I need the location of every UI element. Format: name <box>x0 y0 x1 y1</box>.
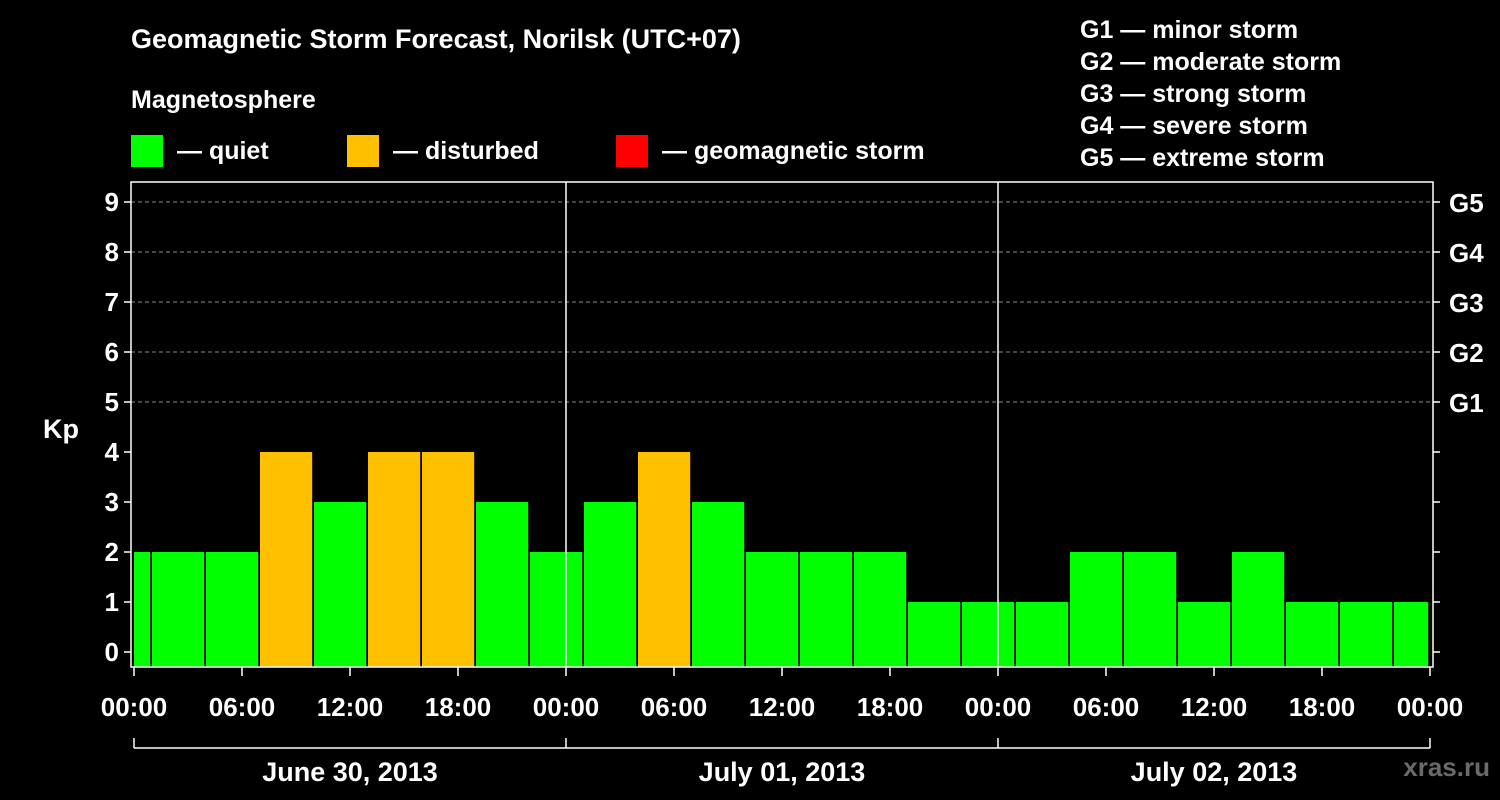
legend-item-quiet: — quiet <box>131 134 269 168</box>
legend-swatch-storm <box>616 135 648 167</box>
date-label: July 01, 2013 <box>699 757 866 787</box>
bar-quiet <box>1394 602 1429 667</box>
bar-quiet <box>908 602 961 667</box>
x-tick-label: 00:00 <box>533 692 600 722</box>
bar-disturbed <box>368 452 421 667</box>
y-tick-label: 1 <box>105 587 119 617</box>
bar-disturbed <box>422 452 475 667</box>
y-tick-label: 5 <box>105 387 119 417</box>
x-tick-label: 06:00 <box>641 692 708 722</box>
date-label: June 30, 2013 <box>262 757 438 787</box>
bar-quiet <box>206 552 259 667</box>
g-scale-label: G2 <box>1449 338 1484 368</box>
bar-quiet <box>1016 602 1069 667</box>
x-tick-label: 12:00 <box>749 692 816 722</box>
bar-quiet <box>152 552 205 667</box>
x-tick-label: 06:00 <box>1073 692 1140 722</box>
chart-title: Geomagnetic Storm Forecast, Norilsk (UTC… <box>131 24 741 54</box>
y-tick-label: 9 <box>105 187 119 217</box>
bar-quiet <box>314 502 367 667</box>
x-tick-label: 12:00 <box>317 692 384 722</box>
bar-quiet <box>962 602 1015 667</box>
g-scale-item: G5 — extreme storm <box>1080 144 1325 172</box>
y-tick-label: 4 <box>105 437 120 467</box>
x-tick-label: 18:00 <box>425 692 492 722</box>
bar-quiet <box>476 502 529 667</box>
g-scale-item: G4 — severe storm <box>1080 112 1308 140</box>
y-tick-label: 6 <box>105 337 119 367</box>
bar-quiet <box>1340 602 1393 667</box>
watermark: xras.ru <box>1403 752 1490 782</box>
bar-quiet <box>1232 552 1285 667</box>
legend-item-storm: — geomagnetic storm <box>616 134 925 168</box>
legend-label-storm: — geomagnetic storm <box>662 136 925 165</box>
bar-quiet <box>1070 552 1123 667</box>
g-scale-item: G3 — strong storm <box>1080 80 1307 108</box>
x-tick-label: 12:00 <box>1181 692 1248 722</box>
bar-disturbed <box>638 452 691 667</box>
g-scale-item: G1 — minor storm <box>1080 16 1299 44</box>
legend-heading: Magnetosphere <box>131 86 316 114</box>
bar-quiet <box>1178 602 1231 667</box>
g-scale-legend: G1 — minor storm G2 — moderate storm G3 … <box>1080 14 1341 174</box>
y-tick-label: 7 <box>105 287 119 317</box>
x-tick-label: 00:00 <box>1397 692 1464 722</box>
y-tick-label: 0 <box>105 637 119 667</box>
bar-quiet <box>854 552 907 667</box>
legend-label-disturbed: — disturbed <box>393 136 539 165</box>
x-tick-label: 06:00 <box>209 692 276 722</box>
y-axis-label: Kp <box>43 414 79 444</box>
g-scale-label: G5 <box>1449 188 1484 218</box>
legend-swatch-quiet <box>131 135 163 167</box>
bar-quiet <box>1124 552 1177 667</box>
x-tick-label: 00:00 <box>965 692 1032 722</box>
legend-swatch-disturbed <box>347 135 379 167</box>
bar-disturbed <box>260 452 313 667</box>
bar-quiet <box>692 502 745 667</box>
x-tick-label: 00:00 <box>101 692 168 722</box>
legend-label-quiet: — quiet <box>177 136 269 165</box>
bar-quiet <box>746 552 799 667</box>
legend-item-disturbed: — disturbed <box>347 134 539 168</box>
bar-quiet <box>584 502 637 667</box>
x-tick-label: 18:00 <box>857 692 924 722</box>
x-tick-label: 18:00 <box>1289 692 1356 722</box>
g-scale-item: G2 — moderate storm <box>1080 48 1342 76</box>
bar-quiet <box>1286 602 1339 667</box>
y-tick-label: 3 <box>105 487 119 517</box>
g-scale-label: G4 <box>1449 238 1484 268</box>
g-scale-label: G1 <box>1449 388 1484 418</box>
bar-quiet <box>530 552 583 667</box>
g-scale-label: G3 <box>1449 288 1484 318</box>
bar-quiet <box>134 552 151 667</box>
bar-quiet <box>800 552 853 667</box>
y-tick-label: 2 <box>105 537 119 567</box>
y-tick-label: 8 <box>105 237 119 267</box>
date-label: July 02, 2013 <box>1131 757 1298 787</box>
